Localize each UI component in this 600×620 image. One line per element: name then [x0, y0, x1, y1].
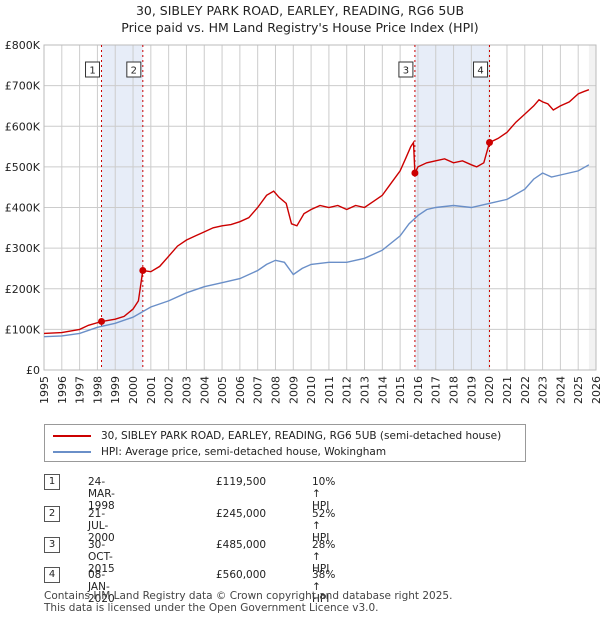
x-tick-label: 2020 [483, 376, 496, 404]
x-tick-label: 2000 [127, 376, 140, 404]
y-tick-label: £700K [5, 80, 41, 93]
y-tick-label: £100K [5, 323, 41, 336]
legend-label-property: 30, SIBLEY PARK ROAD, EARLEY, READING, R… [101, 430, 502, 442]
x-tick-label: 2023 [537, 376, 550, 404]
transaction-number: 3 [44, 537, 60, 553]
x-tick-label: 2005 [216, 376, 229, 404]
x-tick-label: 2009 [287, 376, 300, 404]
transaction-price: £119,500 [216, 476, 267, 488]
y-tick-label: £500K [5, 161, 41, 174]
footer-copyright: Contains HM Land Registry data © Crown c… [44, 590, 453, 602]
x-tick-label: 2018 [448, 376, 461, 404]
sale-point [486, 139, 494, 146]
x-tick-label: 1996 [56, 376, 69, 404]
sale-marker-label: 3 [403, 66, 409, 77]
transaction-number: 1 [44, 474, 60, 490]
x-tick-label: 2016 [412, 376, 425, 404]
transaction-date: 21-JUL-2000 [88, 508, 115, 544]
hpi-series-line [43, 164, 590, 338]
x-tick-label: 2002 [163, 376, 176, 404]
x-tick-label: 1998 [91, 376, 104, 404]
x-tick-label: 2008 [269, 376, 282, 404]
x-tick-label: 1997 [74, 376, 87, 404]
x-tick-label: 2024 [554, 376, 567, 404]
x-tick-label: 1995 [38, 376, 51, 404]
x-tick-label: 2022 [519, 376, 532, 404]
y-tick-label: £600K [5, 120, 41, 133]
transaction-number: 4 [44, 567, 60, 583]
sale-marker-box [398, 61, 414, 78]
transaction-date: 24-MAR-1998 [88, 476, 115, 512]
sale-point [98, 317, 106, 325]
sale-marker-label: 1 [89, 66, 95, 77]
transaction-price: £245,000 [216, 508, 267, 520]
footer-licence: This data is licensed under the Open Gov… [44, 602, 379, 614]
legend: 30, SIBLEY PARK ROAD, EARLEY, READING, R… [44, 424, 526, 462]
x-tick-label: 2021 [501, 376, 514, 404]
legend-label-hpi: HPI: Average price, semi-detached house,… [101, 446, 387, 458]
sale-marker-box [126, 61, 142, 78]
transaction-date: 08-JAN-2020 [88, 569, 115, 605]
sale-marker-label: 2 [131, 66, 137, 77]
sale-point [139, 266, 147, 274]
sale-marker-box [85, 61, 101, 78]
transaction-date: 30-OCT-2015 [88, 539, 115, 575]
transaction-price: £560,000 [216, 569, 267, 581]
x-tick-label: 2014 [376, 376, 389, 404]
chart-subtitle: Price paid vs. HM Land Registry's House … [121, 20, 479, 35]
x-tick-label: 2013 [359, 376, 372, 404]
transaction-hpi-change: 52% ↑ HPI [312, 508, 336, 544]
price-chart: 1 2 3 4 £0 £100K £200K £300K £400K £500K £600K £70… [5, 39, 600, 404]
x-tick-label: 2006 [234, 376, 247, 404]
x-tick-label: 2017 [430, 376, 443, 404]
chart-title-address: 30, SIBLEY PARK ROAD, EARLEY, READING, R… [135, 3, 465, 18]
property-series-line [43, 89, 590, 335]
y-tick-label: £400K [5, 202, 41, 215]
plot-frame [43, 44, 597, 371]
y-tick-label: £300K [5, 242, 41, 255]
transaction-number: 2 [44, 506, 60, 522]
transaction-hpi-change: 38% ↑ HPI [312, 569, 336, 605]
x-tick-label: 2026 [590, 376, 600, 404]
sale-marker-box [473, 61, 489, 78]
legend-item-hpi: HPI: Average price, semi-detached house,… [53, 445, 386, 459]
legend-swatch-hpi [53, 451, 91, 453]
x-tick-label: 2011 [323, 376, 336, 404]
x-tick-label: 1999 [109, 376, 122, 404]
legend-item-property: 30, SIBLEY PARK ROAD, EARLEY, READING, R… [53, 429, 501, 443]
x-tick-label: 2012 [341, 376, 354, 404]
x-tick-label: 2019 [465, 376, 478, 404]
sale-marker-label: 4 [477, 66, 483, 77]
y-tick-label: £200K [5, 283, 41, 296]
x-tick-label: 2025 [572, 376, 585, 404]
transaction-hpi-change: 10% ↑ HPI [312, 476, 336, 512]
x-tick-label: 2010 [305, 376, 318, 404]
x-tick-label: 2003 [180, 376, 193, 404]
x-tick-label: 2015 [394, 376, 407, 404]
x-tick-label: 2001 [145, 376, 158, 404]
sale-point [411, 169, 419, 177]
x-tick-label: 2007 [252, 376, 265, 404]
transaction-hpi-change: 28% ↑ HPI [312, 539, 336, 575]
x-tick-label: 2004 [198, 376, 211, 404]
y-tick-label: £800K [5, 39, 41, 52]
legend-swatch-property [53, 435, 91, 437]
y-tick-label: £0 [26, 364, 40, 377]
transaction-price: £485,000 [216, 539, 267, 551]
